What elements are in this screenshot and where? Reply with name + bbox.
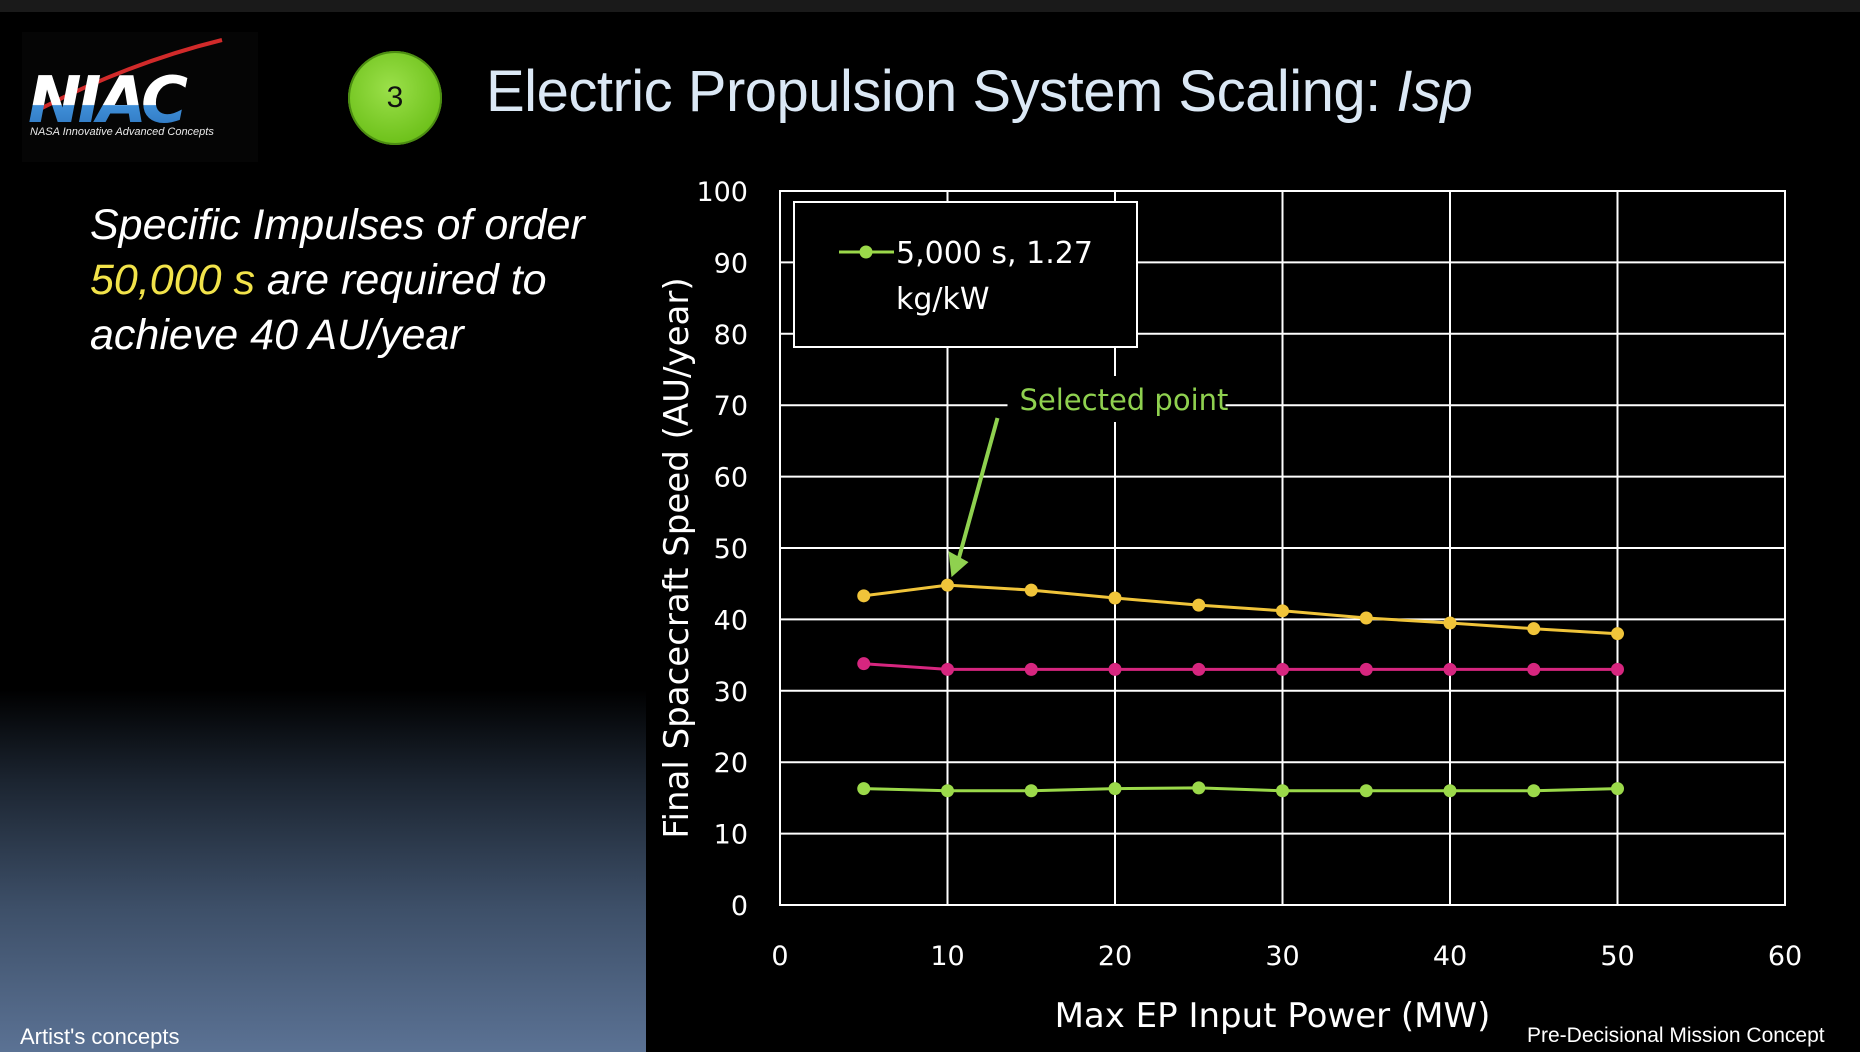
svg-text:NIAC: NIAC <box>28 64 188 138</box>
x-tick-label: 10 <box>930 941 964 972</box>
data-point-series-1 <box>1276 662 1289 676</box>
x-tick-label: 60 <box>1768 941 1802 972</box>
data-point-series-0 <box>1276 784 1289 798</box>
series-line-1 <box>863 662 1618 671</box>
y-tick-label: 10 <box>714 820 748 851</box>
speed-vs-power-chart: 0 10 20 30 40 50 60 70 80 90 100 0 10 20 30 40 50 60 Max E… <box>657 177 1802 1036</box>
legend-swatch-marker <box>859 245 873 259</box>
y-tick-label: 90 <box>714 248 748 279</box>
x-tick-label: 0 <box>771 941 788 972</box>
legend-box <box>793 201 1138 348</box>
data-point-series-2 <box>1359 611 1373 625</box>
body-text-highlight: 50,000 s <box>90 256 255 304</box>
artist-concept-background <box>0 690 646 1052</box>
data-point-series-1 <box>1359 662 1373 676</box>
x-tick-label: 40 <box>1433 941 1467 972</box>
data-point-series-0 <box>1443 784 1457 798</box>
data-point-series-2 <box>1527 622 1541 636</box>
y-tick-label: 50 <box>714 534 748 565</box>
data-point-series-0 <box>1611 782 1624 796</box>
data-point-series-0 <box>1108 782 1122 796</box>
legend-label-line: 5,000 s, 1.27 <box>896 236 1093 271</box>
data-point-series-1 <box>941 662 954 676</box>
footer-predecisional: Pre-Decisional Mission Concept <box>1527 1024 1825 1047</box>
x-tick-label: 50 <box>1600 941 1634 972</box>
niac-logo-graphic: NIAC <box>28 38 223 138</box>
y-tick-label: 40 <box>714 605 748 636</box>
data-point-series-0 <box>1192 781 1206 795</box>
y-tick-label: 80 <box>714 320 748 351</box>
data-point-series-0 <box>1024 784 1038 798</box>
logo-subtitle: NASA Innovative Advanced Concepts <box>30 126 214 138</box>
data-point-series-0 <box>941 784 954 798</box>
body-text: Specific Impulses of order 50,000 s are … <box>90 198 610 363</box>
data-point-series-1 <box>1611 662 1624 676</box>
y-tick-label: 0 <box>731 891 748 922</box>
data-point-series-2 <box>1443 616 1457 630</box>
series-line-0 <box>863 786 1618 793</box>
annotation-arrow-shaft <box>955 417 1000 564</box>
data-point-series-2 <box>1611 627 1624 641</box>
data-point-series-2 <box>857 589 871 603</box>
data-point-series-0 <box>1527 784 1541 798</box>
slide-title-main: Electric Propulsion System Scaling: <box>486 59 1397 124</box>
x-axis-label: Max EP Input Power (MW) <box>1055 996 1491 1036</box>
slide-title-isp: Isp <box>1396 59 1473 124</box>
y-axis-label: Final Spacecraft Speed (AU/year) <box>657 277 697 838</box>
legend-label-line: kg/kW <box>896 282 990 317</box>
y-tick-label: 100 <box>696 177 748 208</box>
series-line-2 <box>863 583 1618 636</box>
data-point-series-0 <box>1359 784 1373 798</box>
niac-logo: NIAC NASA Innovative Advanced Concepts <box>22 32 258 162</box>
slide-title: Electric Propulsion System Scaling: Isp <box>486 58 1473 125</box>
data-point-series-1 <box>857 657 871 671</box>
annotation-background <box>1007 376 1226 422</box>
y-tick-label: 70 <box>714 391 748 422</box>
data-point-series-1 <box>1192 662 1206 676</box>
data-point-series-0 <box>857 782 871 796</box>
data-point-series-2 <box>1108 591 1122 605</box>
footer-artist-concepts: Artist's concepts <box>20 1024 180 1049</box>
y-tick-label: 30 <box>714 677 748 708</box>
data-point-series-1 <box>1024 662 1038 676</box>
body-text-part1: Specific Impulses of order <box>90 201 585 249</box>
annotation-arrow-head <box>948 551 969 578</box>
y-tick-label: 20 <box>714 748 748 779</box>
annotation-label: Selected point <box>1020 383 1229 417</box>
slide-number-badge: 3 <box>348 51 442 145</box>
top-bar <box>0 0 1860 12</box>
y-tick-label: 60 <box>714 463 748 494</box>
x-tick-label: 20 <box>1098 941 1132 972</box>
data-point-series-2 <box>1276 604 1289 618</box>
data-point-series-1 <box>1443 662 1457 676</box>
data-point-series-2 <box>1192 598 1206 612</box>
data-point-series-2 <box>1024 583 1038 597</box>
data-point-series-2 <box>941 578 954 592</box>
body-text-part2: are required to achieve 40 AU/year <box>90 256 547 359</box>
data-point-series-1 <box>1527 662 1541 676</box>
x-tick-label: 30 <box>1265 941 1299 972</box>
data-point-series-1 <box>1108 662 1122 676</box>
